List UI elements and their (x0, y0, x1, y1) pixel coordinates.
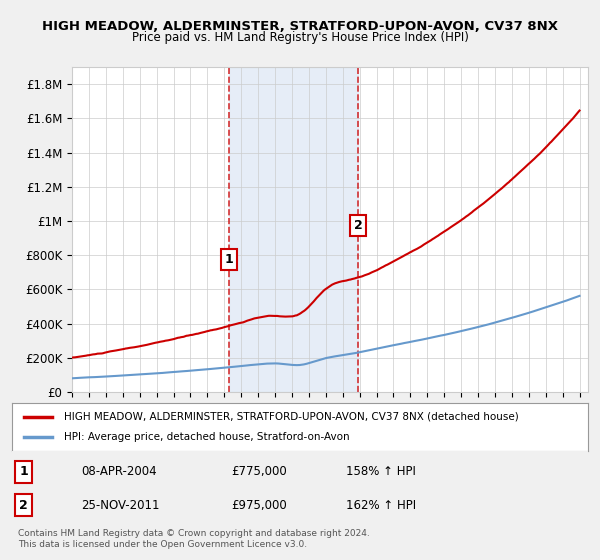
Text: 2: 2 (19, 499, 28, 512)
Text: Price paid vs. HM Land Registry's House Price Index (HPI): Price paid vs. HM Land Registry's House … (131, 31, 469, 44)
Text: HIGH MEADOW, ALDERMINSTER, STRATFORD-UPON-AVON, CV37 8NX (detached house): HIGH MEADOW, ALDERMINSTER, STRATFORD-UPO… (64, 412, 518, 422)
Bar (229, 67, 358, 392)
Text: HIGH MEADOW, ALDERMINSTER, STRATFORD-UPON-AVON, CV37 8NX: HIGH MEADOW, ALDERMINSTER, STRATFORD-UPO… (42, 20, 558, 32)
Text: Contains HM Land Registry data © Crown copyright and database right 2024.
This d: Contains HM Land Registry data © Crown c… (18, 529, 370, 549)
Text: £975,000: £975,000 (231, 499, 287, 512)
Text: 158% ↑ HPI: 158% ↑ HPI (346, 465, 416, 478)
Text: 162% ↑ HPI: 162% ↑ HPI (346, 499, 416, 512)
Text: 1: 1 (19, 465, 28, 478)
Text: 1: 1 (224, 253, 233, 266)
Text: 08-APR-2004: 08-APR-2004 (81, 465, 157, 478)
Text: HPI: Average price, detached house, Stratford-on-Avon: HPI: Average price, detached house, Stra… (64, 432, 349, 442)
Text: 25-NOV-2011: 25-NOV-2011 (81, 499, 160, 512)
Text: 2: 2 (353, 219, 362, 232)
Text: £775,000: £775,000 (231, 465, 287, 478)
